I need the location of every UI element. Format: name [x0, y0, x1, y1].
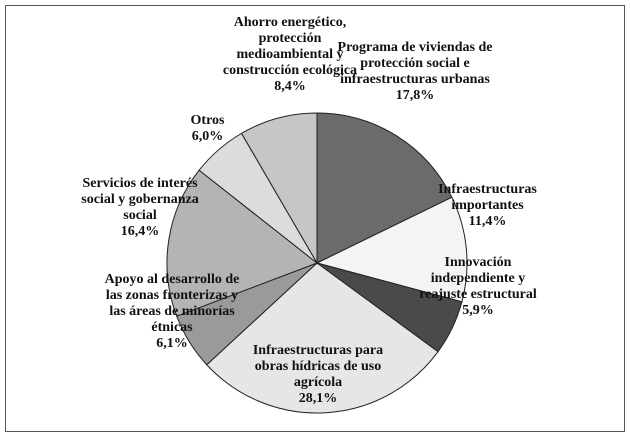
category-label: Apoyo al desarrollo de las zonas fronter…	[104, 272, 240, 335]
slice-label: Innovación independiente y reajuste estr…	[418, 255, 538, 319]
slice-label: Infraestructuras para obras hídricas de …	[248, 343, 388, 407]
pie-slice	[206, 262, 439, 414]
slice-label: Servicios de interés social y gobernanza…	[70, 176, 210, 240]
pie-slice	[240, 112, 318, 265]
value-label: 28,1%	[298, 391, 338, 406]
chart-frame	[5, 5, 625, 432]
category-label: Servicios de interés social y gobernanza…	[81, 176, 199, 223]
value-label: 8,4%	[274, 79, 306, 94]
value-label: 11,4%	[468, 214, 507, 229]
category-label: Innovación independiente y reajuste estr…	[419, 255, 537, 302]
value-label: 16,4%	[120, 224, 160, 239]
value-label: 6,1%	[156, 336, 188, 351]
slice-label: Programa de viviendas de protección soci…	[335, 40, 495, 104]
category-label: Infraestructuras importantes	[438, 182, 537, 213]
slice-label: Otros 6,0%	[180, 113, 235, 145]
value-label: 6,0%	[191, 129, 224, 144]
value-label: 17,8%	[395, 88, 435, 103]
slice-label: Infraestructuras importantes 11,4%	[425, 182, 550, 230]
category-label: Infraestructuras para obras hídricas de …	[252, 343, 384, 390]
slice-label: Ahorro energético, protección medioambie…	[210, 15, 370, 95]
value-label: 5,9%	[462, 303, 494, 318]
slice-label: Apoyo al desarrollo de las zonas fronter…	[103, 272, 241, 352]
pie-slice	[315, 196, 468, 303]
pie-slice	[316, 112, 453, 264]
category-label: Ahorro energético, protección medioambie…	[222, 15, 358, 78]
category-label: Otros	[190, 113, 225, 128]
pie-slice	[166, 169, 319, 317]
category-label: Programa de viviendas de protección soci…	[337, 40, 493, 87]
